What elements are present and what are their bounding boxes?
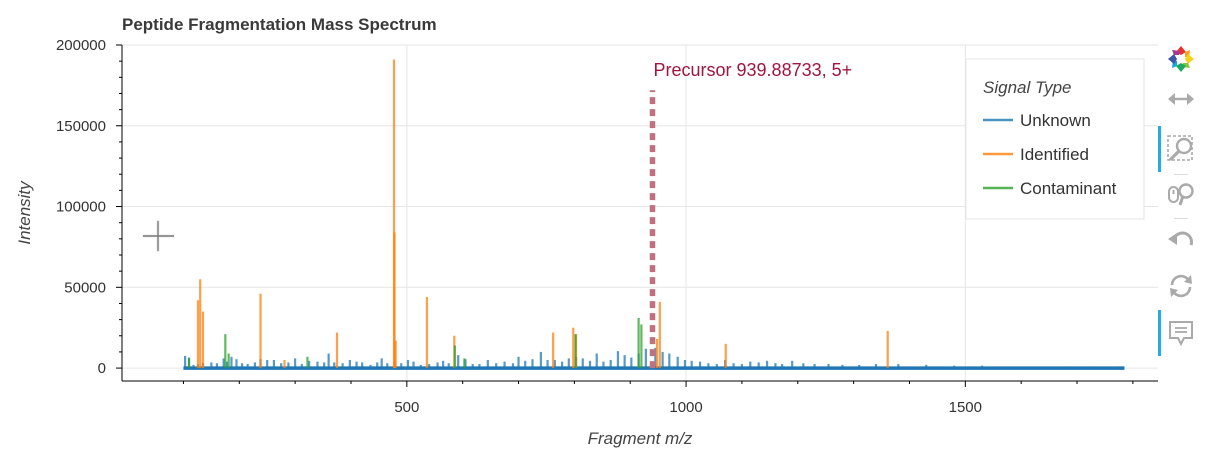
legend-label: Contaminant	[1020, 179, 1117, 198]
legend-label: Unknown	[1020, 111, 1091, 130]
legend: Signal Type Unknown Identified Contaminant	[965, 58, 1145, 220]
bokeh-logo-icon[interactable]	[1164, 42, 1198, 76]
legend-entry-identified: Identified	[983, 145, 1089, 164]
precursor-label: Precursor 939.88733, 5+	[654, 60, 853, 80]
legend-box	[965, 58, 1145, 220]
box-zoom-icon[interactable]	[1164, 132, 1198, 166]
precursor-marker: Precursor 939.88733, 5+	[649, 60, 853, 369]
x-tick-label: 1500	[949, 399, 982, 416]
y-axis-title: Intensity	[15, 180, 34, 245]
series-contaminant	[187, 318, 643, 369]
legend-entry-contaminant: Contaminant	[983, 179, 1117, 198]
legend-title: Signal Type	[983, 78, 1072, 97]
y-tick-label: 100000	[56, 199, 106, 216]
active-tool-indicator	[1158, 126, 1161, 172]
y-tick-label: 50000	[64, 279, 106, 296]
x-tick-label: 500	[394, 399, 419, 416]
legend-label: Identified	[1020, 145, 1089, 164]
axes: 500 1000 1500 0 50000 100000 150000 200000	[56, 37, 1158, 416]
reset-undo-icon[interactable]	[1164, 225, 1198, 259]
hover-icon[interactable]	[1164, 316, 1198, 350]
x-axis-title: Fragment m/z	[588, 429, 693, 448]
reset-icon[interactable]	[1164, 269, 1198, 303]
x-tick-label: 1000	[669, 399, 702, 416]
y-tick-label: 0	[98, 360, 106, 377]
series-identified	[196, 59, 889, 369]
pan-icon[interactable]	[1164, 82, 1198, 116]
spectrum-peaks	[184, 59, 1121, 369]
toolbar	[1158, 40, 1208, 360]
crosshair-cursor-icon	[142, 220, 175, 252]
y-tick-label: 200000	[56, 37, 106, 54]
active-inspector-indicator	[1158, 310, 1161, 356]
wheel-zoom-icon[interactable]	[1164, 178, 1198, 212]
chart-title: Peptide Fragmentation Mass Spectrum	[122, 15, 437, 34]
legend-entry-unknown: Unknown	[983, 111, 1091, 130]
y-tick-label: 150000	[56, 118, 106, 135]
